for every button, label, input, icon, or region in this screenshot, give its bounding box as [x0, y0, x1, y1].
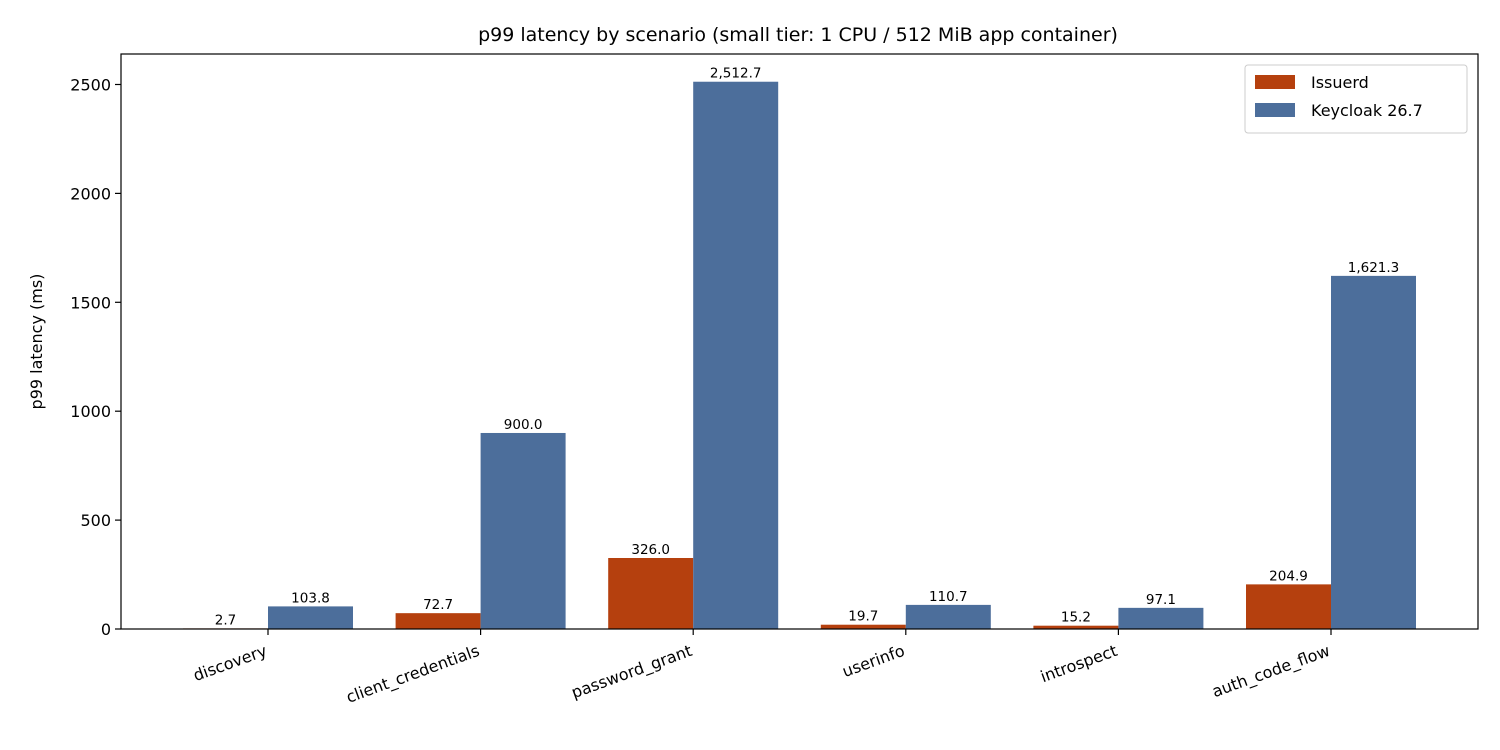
bar-issuerd-userinfo	[820, 624, 906, 629]
bar-keycloak-26-7-userinfo	[905, 604, 991, 629]
data-label-keycloak-26-7-userinfo: 110.7	[929, 589, 968, 605]
legend-label-issuerd: Issuerd	[1311, 73, 1369, 92]
y-tick-label: 0	[101, 620, 111, 639]
bars-group	[183, 81, 1416, 630]
data-label-issuerd-password-grant: 326.0	[631, 542, 670, 558]
y-tick-label: 2500	[70, 75, 111, 94]
y-tick-label: 1500	[70, 293, 111, 312]
bar-issuerd-introspect	[1033, 625, 1119, 629]
y-axis-ticks: 0 500 1000 1500 2000 2500	[70, 75, 121, 639]
x-tick-label-discovery: discovery	[191, 641, 270, 685]
bar-issuerd-auth-code-flow	[1246, 584, 1331, 629]
y-tick-label: 1000	[70, 402, 111, 421]
bar-keycloak-26-7-client-credentials	[480, 432, 566, 629]
x-tick-label-password-grant: password_grant	[569, 641, 695, 703]
data-labels-group: 2.7 72.7 326.0 19.7 15.2 204.9 103.8 900.0 2,512…	[215, 66, 1400, 629]
y-tick-label: 500	[80, 511, 111, 530]
data-label-keycloak-26-7-auth-code-flow: 1,621.3	[1348, 260, 1400, 276]
data-label-issuerd-introspect: 15.2	[1061, 610, 1091, 626]
x-tick-label-auth-code-flow: auth_code_flow	[1209, 641, 1332, 702]
legend-swatch-issuerd	[1255, 75, 1295, 89]
x-tick-label-userinfo: userinfo	[840, 641, 907, 681]
data-label-keycloak-26-7-client-credentials: 900.0	[504, 417, 543, 433]
data-label-issuerd-client-credentials: 72.7	[423, 597, 453, 613]
bar-keycloak-26-7-discovery	[268, 606, 353, 629]
plot-area-frame	[120, 53, 1479, 630]
data-label-keycloak-26-7-introspect: 97.1	[1146, 592, 1176, 608]
bar-keycloak-26-7-introspect	[1118, 607, 1204, 629]
legend-box	[1244, 64, 1468, 134]
bar-issuerd-client-credentials	[395, 613, 481, 629]
data-label-issuerd-discovery: 2.7	[215, 612, 236, 628]
x-tick-label-client-credentials: client_credentials	[344, 641, 483, 708]
legend-label-keycloak-26-7: Keycloak 26.7	[1311, 101, 1423, 120]
bar-issuerd-password-grant	[608, 557, 694, 629]
chart-title: p99 latency by scenario (small tier: 1 C…	[478, 24, 1118, 46]
data-label-keycloak-26-7-password-grant: 2,512.7	[710, 66, 762, 82]
y-axis-label: p99 latency (ms)	[27, 274, 46, 410]
legend-swatch-keycloak-26-7	[1255, 103, 1295, 117]
x-tick-label-introspect: introspect	[1038, 641, 1120, 686]
data-label-keycloak-26-7-discovery: 103.8	[291, 590, 330, 606]
data-label-issuerd-userinfo: 19.7	[848, 609, 878, 625]
legend: Issuerd Keycloak 26.7	[1244, 64, 1468, 134]
x-axis-ticks: discovery client_credentials password_gran…	[191, 629, 1333, 708]
data-label-issuerd-auth-code-flow: 204.9	[1269, 568, 1308, 584]
bar-keycloak-26-7-password-grant	[693, 81, 779, 630]
y-tick-label: 2000	[70, 184, 111, 203]
bar-keycloak-26-7-auth-code-flow	[1331, 275, 1416, 629]
